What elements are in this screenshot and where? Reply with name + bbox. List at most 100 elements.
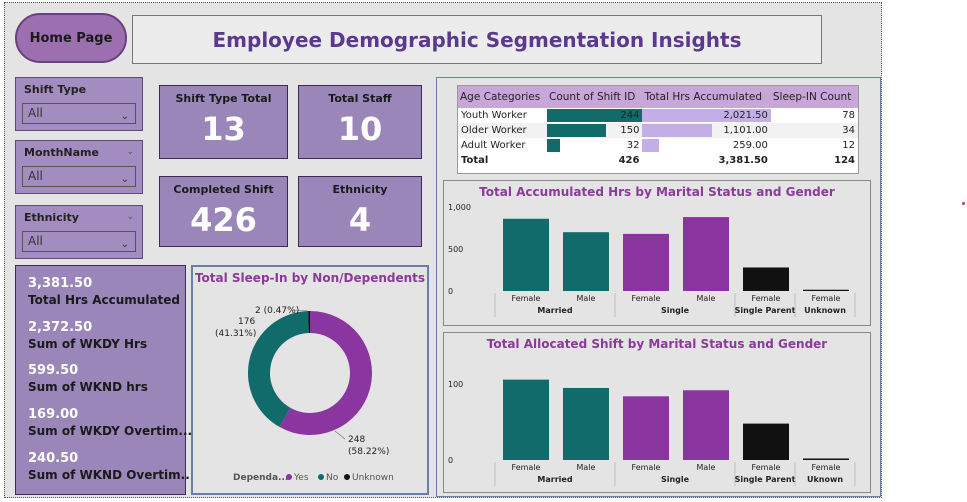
- bar: [683, 390, 729, 460]
- totals-multi-card: 3,381.50 Total Hrs Accumulated 2,372.50 …: [15, 265, 194, 495]
- chart-title: Total Accumulated Hrs by Marital Status …: [479, 185, 835, 199]
- month-dropdown[interactable]: All ⌄: [22, 166, 136, 187]
- legend-marker-unknown: [344, 474, 350, 480]
- hrs-bar: [642, 124, 713, 137]
- x-tick-label: Female: [632, 463, 661, 472]
- ethnicity-dropdown[interactable]: All ⌄: [22, 231, 136, 252]
- donut-slice-no: [248, 311, 309, 427]
- chevron-down-icon: ⌄: [120, 174, 129, 185]
- shift-type-dropdown[interactable]: All ⌄: [22, 103, 136, 124]
- table-cell: 124: [770, 153, 858, 168]
- title-box: Employee Demographic Segmentation Insigh…: [132, 15, 822, 64]
- right-section: [436, 77, 881, 497]
- shift-type-total-card: Shift Type Total 13: [159, 85, 288, 159]
- group-label: Married: [537, 306, 572, 315]
- table-cell: Adult Worker: [461, 140, 526, 151]
- completed-shift-card: Completed Shift 426: [159, 176, 288, 247]
- y-tick-label: 100: [448, 380, 463, 389]
- chevron-down-icon: ⌄: [126, 147, 134, 157]
- group-label: Uknown: [807, 475, 843, 484]
- table-row[interactable]: Youth Worker 244 2,021.50 78: [458, 108, 858, 123]
- metric-value: 169.00: [28, 407, 79, 422]
- metric-label: Total Hrs Accumulated: [28, 293, 181, 307]
- column-header[interactable]: Age Categories: [458, 86, 547, 108]
- bar: [563, 387, 609, 460]
- leader-line: [334, 430, 346, 440]
- x-tick-label: Female: [752, 294, 781, 303]
- table-cell: Total: [458, 153, 547, 168]
- y-tick-label: 1,000: [448, 203, 471, 212]
- column-header[interactable]: Sleep-IN Count: [770, 86, 858, 108]
- metric-label: Sum of WKDY Overtim...: [28, 424, 193, 438]
- metric-value: 240.50: [28, 451, 79, 466]
- x-tick-label: Male: [697, 463, 716, 472]
- table-cell: 426: [547, 153, 643, 168]
- metric-label: Sum of WKND Overtim...: [28, 468, 195, 482]
- y-tick-label: 0: [448, 456, 453, 465]
- y-tick-label: 500: [448, 245, 463, 254]
- y-tick-label: 0: [448, 287, 453, 296]
- leader-line: [290, 309, 309, 312]
- table-row[interactable]: Adult Worker 32 259.00 12: [458, 138, 858, 153]
- legend-label-yes: Yes: [293, 473, 309, 483]
- accumulated-hrs-chart-panel: Total Accumulated Hrs by Marital Status …: [443, 180, 871, 326]
- column-header[interactable]: Total Hrs Accumulated: [642, 86, 771, 108]
- legend-marker-yes: [286, 474, 292, 480]
- table-cell: 78: [842, 110, 855, 121]
- bar: [623, 233, 669, 291]
- x-tick-label: Male: [577, 294, 596, 303]
- table-cell: 12: [842, 140, 855, 151]
- donut-slice-unknown: [308, 311, 310, 334]
- group-label: Single: [661, 475, 690, 484]
- bar: [803, 289, 849, 291]
- card-value: 10: [337, 110, 383, 148]
- table-cell: Youth Worker: [461, 110, 527, 121]
- group-label: Unknown: [804, 306, 846, 315]
- bar: [743, 423, 789, 460]
- page-title: Employee Demographic Segmentation Insigh…: [212, 27, 742, 52]
- ethnicity-slicer[interactable]: Ethnicity ⌄ All ⌄: [15, 205, 143, 259]
- home-page-button[interactable]: Home Page: [15, 13, 127, 63]
- age-category-table: Age Categories Count of Shift ID Total H…: [457, 85, 859, 174]
- month-slicer[interactable]: MonthName ⌄ All ⌄: [15, 140, 143, 194]
- metric-value: 3,381.50: [28, 276, 93, 291]
- group-label: Single Parent: [735, 306, 796, 315]
- data-label-no: 176: [238, 317, 255, 327]
- metric-label: Sum of WKND hrs: [28, 380, 148, 394]
- bar: [503, 218, 549, 291]
- table-cell: Older Worker: [461, 125, 527, 136]
- chevron-down-icon: ⌄: [126, 212, 134, 222]
- legend-label-no: No: [326, 473, 339, 483]
- x-tick-label: Female: [812, 294, 841, 303]
- shift-type-slicer[interactable]: Shift Type All ⌄: [15, 77, 143, 131]
- bar: [503, 379, 549, 460]
- metric-label: Sum of WKDY Hrs: [28, 337, 148, 351]
- table-cell: 32: [547, 138, 642, 153]
- data-label-no-pct: (41.31%): [215, 329, 256, 339]
- bar: [623, 396, 669, 460]
- sleep-in-donut-panel: Total Sleep-In by Non/Dependents 248 (58.…: [191, 265, 429, 495]
- data-label-yes-pct: (58.22%): [348, 447, 389, 457]
- x-tick-label: Male: [697, 294, 716, 303]
- x-tick-label: Female: [812, 463, 841, 472]
- bar: [803, 458, 849, 460]
- accumulated-hrs-bar-chart: 1,000 500 0 Female Male Female Male Female Femal…: [448, 203, 856, 317]
- bar: [743, 267, 789, 291]
- table-cell: 259.00: [642, 138, 770, 153]
- metric-value: 599.50: [28, 363, 79, 378]
- donut-slice-yes: [279, 311, 373, 435]
- hrs-bar: [642, 139, 659, 152]
- x-tick-label: Female: [632, 294, 661, 303]
- table-header-row: Age Categories Count of Shift ID Total H…: [458, 86, 858, 108]
- column-header[interactable]: Count of Shift ID: [547, 86, 643, 108]
- x-tick-label: Female: [512, 463, 541, 472]
- bar: [563, 232, 609, 291]
- table-cell: 244: [547, 108, 643, 123]
- table-row[interactable]: Older Worker 150 1,101.00 34: [458, 123, 858, 138]
- x-tick-label: Female: [752, 463, 781, 472]
- total-staff-card: Total Staff 10: [298, 85, 422, 159]
- card-value: 4: [348, 201, 372, 239]
- group-label: Single: [661, 306, 690, 315]
- group-label: Single Parent: [735, 475, 796, 484]
- red-dot-marker: [962, 202, 965, 205]
